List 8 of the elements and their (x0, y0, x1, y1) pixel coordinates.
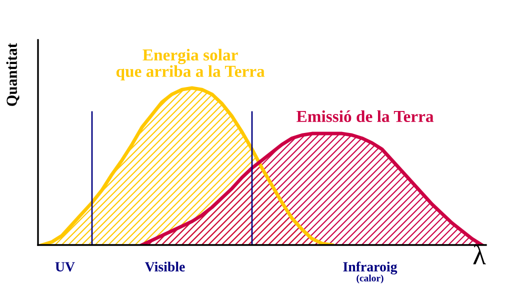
text: UV (55, 262, 75, 272)
series-label: Energia solar que arriba a la Terra (116, 48, 265, 80)
series-label: Emissió de la Terra (296, 110, 434, 122)
text: Infraroig (343, 262, 398, 274)
text: (calor) (356, 274, 384, 284)
y-axis-title: Quantitat (6, 43, 20, 106)
text: Visible (144, 262, 185, 272)
x-axis-title: λ (473, 244, 486, 264)
